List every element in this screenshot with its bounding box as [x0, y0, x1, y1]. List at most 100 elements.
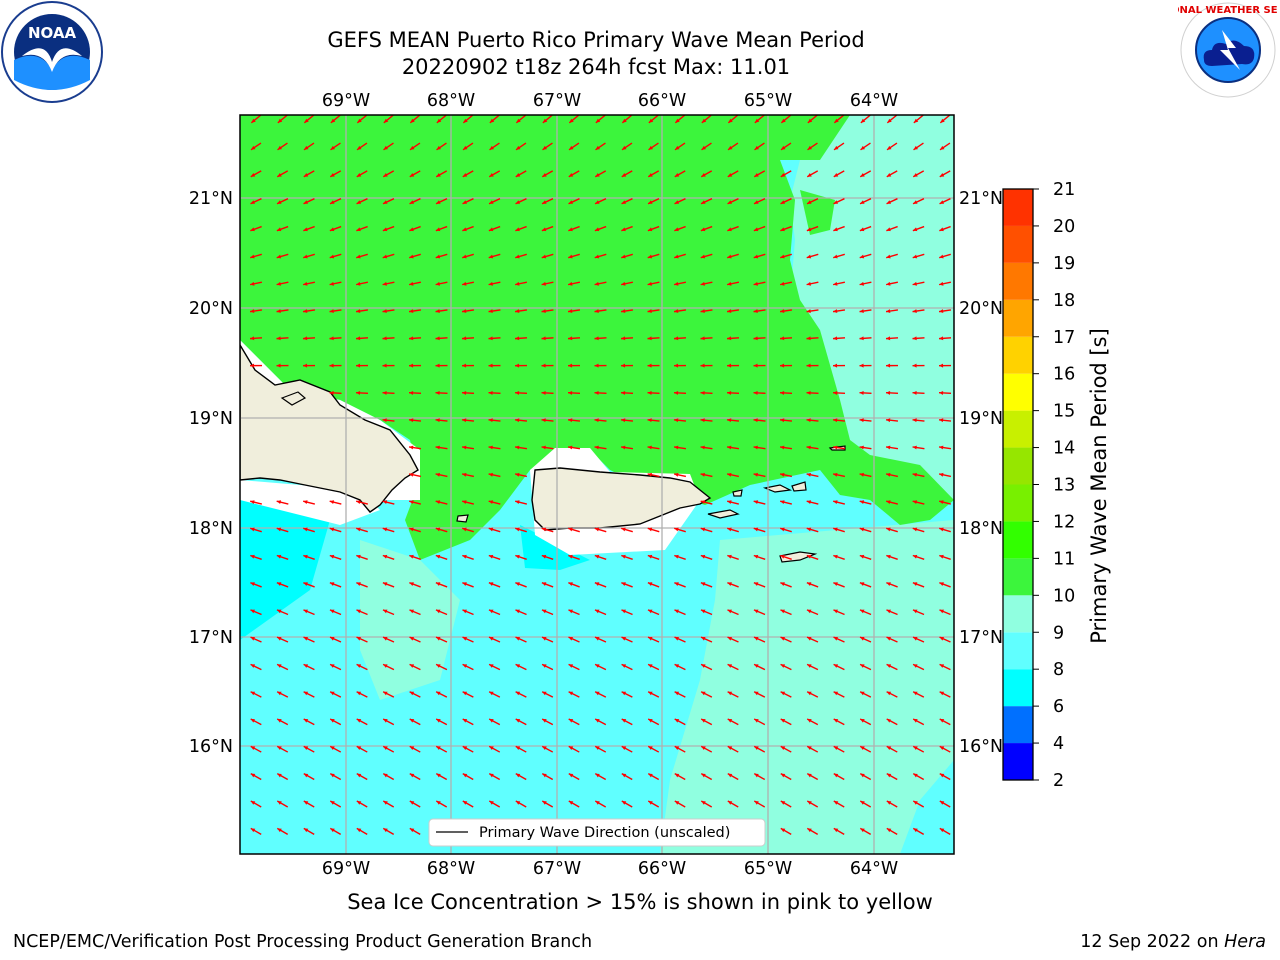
wave-arrow	[621, 253, 633, 259]
wave-arrow	[541, 281, 554, 286]
wave-arrow	[462, 142, 474, 151]
wave-direction-arrows	[249, 115, 952, 836]
wave-arrow	[674, 691, 686, 698]
lon-label: 66°W	[638, 91, 686, 111]
wave-arrow	[250, 827, 262, 836]
wave-arrow	[462, 527, 474, 533]
wave-arrow	[753, 691, 766, 698]
wave-arrow	[886, 253, 898, 259]
wave-arrow	[594, 745, 607, 753]
wave-arrow	[700, 827, 713, 836]
wave-arrow	[779, 363, 793, 368]
wave-arrow	[806, 582, 819, 588]
lat-label: 17°N	[189, 628, 233, 648]
wave-arrow	[409, 636, 421, 643]
wave-arrow	[939, 198, 951, 205]
wave-arrow	[594, 636, 607, 643]
wave-arrow	[462, 253, 474, 259]
wave-arrow	[329, 253, 342, 259]
wave-arrow	[356, 745, 368, 753]
wave-arrow	[461, 390, 475, 395]
wave-arrow	[647, 198, 660, 205]
wave-arrow	[276, 527, 289, 533]
wave-arrow	[435, 691, 448, 698]
colorbar-label: Primary Wave Mean Period [s]	[1087, 328, 1111, 644]
wave-arrow	[886, 663, 898, 671]
wave-arrow	[674, 663, 686, 671]
wave-arrow	[303, 745, 315, 753]
wave-arrow	[515, 609, 527, 616]
wave-arrow	[461, 363, 475, 368]
wave-arrow	[514, 472, 528, 478]
wave-arrow	[567, 363, 581, 368]
wave-arrow	[780, 554, 792, 560]
wave-arrow	[568, 115, 580, 124]
colorbar-tick-label: 12	[1053, 512, 1075, 532]
wave-arrow	[488, 800, 501, 808]
wave-arrow	[833, 500, 845, 505]
wave-arrow	[276, 691, 289, 698]
wave-arrow	[594, 390, 607, 395]
wave-arrow	[515, 198, 527, 205]
wave-arrow	[779, 418, 793, 423]
wave-arrow	[568, 198, 580, 205]
wave-arrow	[674, 773, 686, 781]
wave-arrow	[356, 827, 368, 836]
wave-arrow	[594, 691, 607, 698]
wave-arrow	[250, 170, 262, 178]
wave-arrow	[329, 609, 342, 616]
wave-arrow	[435, 582, 448, 588]
wave-arrow	[673, 418, 687, 423]
wave-arrow	[329, 636, 342, 643]
colorbar-tick-label: 18	[1053, 291, 1075, 311]
wave-arrow	[806, 363, 819, 368]
wave-arrow	[488, 225, 501, 232]
wave-arrow	[727, 500, 739, 505]
wave-arrow	[886, 827, 898, 836]
wave-arrow	[673, 472, 687, 478]
wave-arrow	[753, 609, 766, 616]
wave-arrow	[594, 418, 607, 423]
wave-arrow	[833, 582, 845, 588]
wave-arrow	[382, 827, 395, 836]
wave-arrow	[435, 363, 448, 368]
wave-arrow	[462, 198, 474, 205]
wave-arrow	[461, 418, 475, 423]
wave-arrow	[806, 336, 819, 341]
wave-arrow	[673, 445, 687, 450]
wave-arrow	[356, 198, 368, 205]
wave-arrow	[701, 115, 712, 124]
wave-arrow	[382, 336, 395, 341]
wave-arrow	[302, 309, 316, 314]
wave-arrow	[409, 527, 421, 533]
wave-arrow	[726, 336, 740, 341]
colorbar-tick-label: 9	[1053, 623, 1064, 643]
wave-arrow	[409, 198, 421, 205]
wave-arrow	[250, 582, 262, 588]
lat-label: 16°N	[959, 737, 1003, 757]
wave-arrow	[938, 281, 952, 286]
wave-arrow	[647, 554, 660, 560]
wave-arrow	[541, 336, 554, 341]
wave-arrow	[726, 418, 740, 423]
wave-arrow	[302, 336, 316, 341]
wave-arrow	[806, 773, 819, 781]
wave-arrow	[859, 609, 872, 616]
wave-arrow	[568, 225, 580, 232]
wave-arrow	[647, 800, 660, 808]
wave-arrow	[303, 253, 315, 259]
wave-arrow	[461, 281, 475, 286]
wave-arrow	[250, 745, 262, 753]
wave-arrow	[726, 445, 740, 450]
wave-arrow	[514, 445, 528, 450]
colorbar-tick-label: 6	[1053, 697, 1064, 717]
wave-arrow	[276, 827, 289, 836]
colorbar-tick-label: 16	[1053, 365, 1075, 385]
wave-arrow	[303, 691, 315, 698]
wave-arrow	[938, 445, 952, 450]
wave-arrow	[674, 253, 686, 259]
wave-arrow	[276, 609, 289, 616]
wave-arrow	[488, 170, 501, 178]
wave-arrow	[250, 500, 262, 505]
wave-arrow	[329, 800, 342, 808]
